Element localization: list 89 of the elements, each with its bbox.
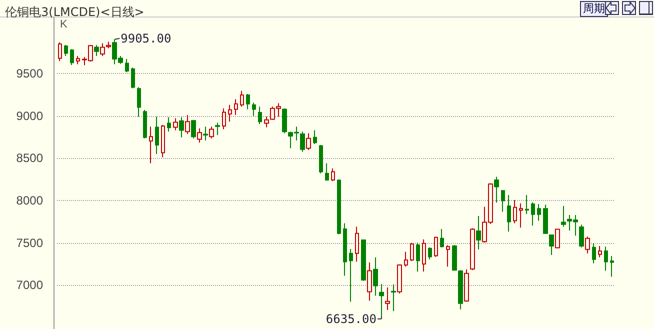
candlestick xyxy=(458,270,463,310)
candlestick xyxy=(434,236,438,258)
candlestick xyxy=(246,93,250,110)
candlestick xyxy=(228,104,232,122)
candlestick xyxy=(397,264,402,294)
candlestick xyxy=(143,109,147,139)
candlestick xyxy=(149,126,153,164)
candlestick xyxy=(300,131,305,152)
text: 周期 xyxy=(580,1,608,17)
candlestick xyxy=(464,268,469,302)
candlestick xyxy=(476,216,481,250)
candlestick xyxy=(240,90,244,108)
candlestick xyxy=(428,246,432,260)
candlestick xyxy=(373,256,378,296)
candlestick xyxy=(391,284,396,312)
candlestick xyxy=(306,132,311,150)
candlestick xyxy=(507,194,511,232)
chart-title: 伦铜电3(LMCDE)<日线> xyxy=(5,5,144,19)
candlestick xyxy=(367,262,372,302)
candlestick xyxy=(94,44,99,56)
candlestick xyxy=(106,41,111,49)
candlestick xyxy=(100,42,105,56)
candlestick xyxy=(331,168,335,182)
candlestick xyxy=(319,144,323,174)
y-tick-label: 8500 xyxy=(16,151,44,166)
candlestick xyxy=(549,234,554,256)
candlestick xyxy=(585,236,590,254)
candlestick xyxy=(252,102,256,116)
candlestick xyxy=(513,199,517,224)
candlestick xyxy=(579,224,584,248)
candlestick xyxy=(185,114,190,135)
candlestick xyxy=(191,119,196,139)
candlestick xyxy=(501,190,505,212)
candlestick xyxy=(58,42,62,62)
y-tick-label: 9000 xyxy=(16,108,44,123)
y-tick-label: 8000 xyxy=(16,193,44,208)
candlestick xyxy=(337,179,341,235)
candlestick xyxy=(470,228,475,271)
candlestick xyxy=(610,256,614,278)
candlestick xyxy=(76,55,80,65)
candlestick xyxy=(525,194,529,215)
candlestick xyxy=(561,205,566,228)
candlestick xyxy=(161,124,165,158)
candlestick xyxy=(440,228,444,248)
candlestick xyxy=(543,204,548,235)
candlestick xyxy=(64,44,68,56)
candlestick xyxy=(325,162,329,182)
candlestick xyxy=(313,130,317,144)
candlestick xyxy=(209,126,214,139)
candlestick xyxy=(604,246,608,272)
candlestick xyxy=(519,202,523,228)
candlestick xyxy=(203,126,208,141)
candlestick xyxy=(131,67,135,89)
candlestick xyxy=(282,108,287,134)
y-tick-label: 9500 xyxy=(16,66,44,81)
candlestick xyxy=(592,242,596,264)
candlestick xyxy=(125,58,129,73)
candlestick xyxy=(197,128,202,144)
candlestick xyxy=(452,244,457,272)
candlestick xyxy=(234,98,238,116)
candlestick xyxy=(531,202,535,226)
candlestick xyxy=(343,222,347,276)
candlestick xyxy=(155,116,159,154)
candlestick xyxy=(137,86,141,118)
candlestick xyxy=(349,248,353,302)
candlestick xyxy=(361,238,366,282)
candlestick xyxy=(70,48,74,66)
candlestick xyxy=(355,226,359,262)
candlestick xyxy=(258,106,262,124)
candlestick xyxy=(537,204,541,222)
candlestick xyxy=(385,286,390,311)
candlestick xyxy=(167,116,171,132)
candlestick xyxy=(446,244,450,268)
candlestick xyxy=(404,251,408,268)
annotation: K xyxy=(60,18,68,30)
candlestick xyxy=(215,122,220,136)
candlestick xyxy=(555,228,560,249)
candlestick xyxy=(494,176,499,204)
candlestick xyxy=(173,118,178,131)
annotation: 6635.00 xyxy=(326,312,376,326)
candlestick xyxy=(416,242,420,272)
candlestick xyxy=(222,108,226,130)
candlestick xyxy=(598,245,602,258)
y-tick-label: 7000 xyxy=(16,278,44,292)
candlestick xyxy=(422,238,426,272)
y-tick-label: 7500 xyxy=(16,236,44,250)
candlestick xyxy=(179,116,184,138)
candlestick xyxy=(410,242,414,262)
annotation: 9905.00 xyxy=(120,31,172,46)
